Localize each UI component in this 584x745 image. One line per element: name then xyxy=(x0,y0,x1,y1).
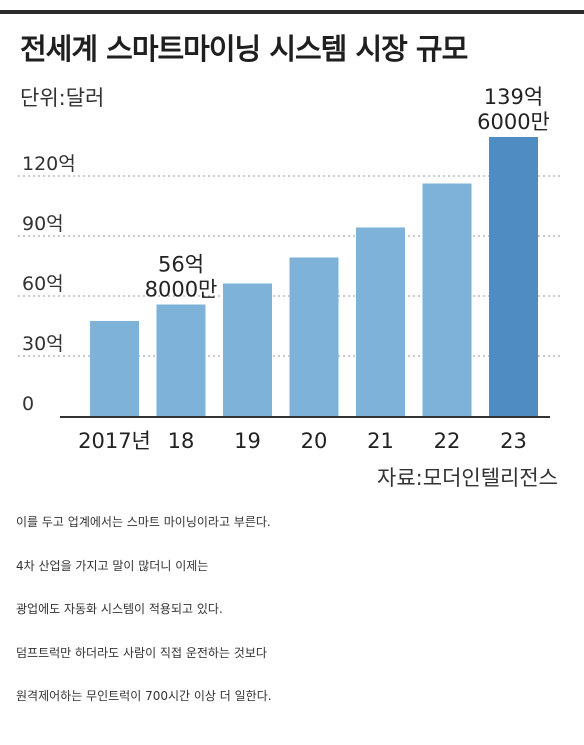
y-tick-label: 90억 xyxy=(22,213,64,235)
data-label: 8000만 xyxy=(145,278,218,302)
bar xyxy=(289,257,339,416)
bar xyxy=(156,304,206,416)
paragraph: 원격제어하는 무인트럭이 700시간 이상 더 일한다. xyxy=(16,689,272,703)
unit-label: 단위:달러 xyxy=(20,86,105,110)
y-tick-label: 30억 xyxy=(22,333,64,355)
x-tick-label: 18 xyxy=(168,429,195,453)
article-body: 이를 두고 업계에서는 스마트 마이닝이라고 부른다. 4차 산업을 가지고 말… xyxy=(16,513,576,731)
y-tick-label: 0 xyxy=(22,393,34,415)
source-label: 자료:모더인텔리전스 xyxy=(377,466,558,490)
x-tick-label: 21 xyxy=(367,429,394,453)
chart-title: 전세계 스마트마이닝 시스템 시장 규모 xyxy=(20,32,468,66)
data-label: 139억 xyxy=(484,85,543,109)
bar xyxy=(90,321,139,416)
bar xyxy=(422,183,472,416)
paragraph: 광업에도 자동화 시스템이 적용되고 있다. xyxy=(16,602,223,616)
y-tick-label: 60억 xyxy=(22,273,64,295)
data-label: 56억 xyxy=(158,253,204,277)
top-rule xyxy=(0,10,584,14)
bar xyxy=(223,283,272,416)
x-tick-label: 23 xyxy=(500,429,527,453)
x-tick-label: 2017년 xyxy=(78,429,151,453)
x-tick-label: 19 xyxy=(234,429,261,453)
data-label: 6000만 xyxy=(477,110,550,134)
bar xyxy=(489,137,538,416)
bar xyxy=(356,227,405,416)
paragraph: 4차 산업을 가지고 말이 많더니 이제는 xyxy=(16,558,209,573)
x-tick-label: 20 xyxy=(301,429,328,453)
y-tick-label: 120억 xyxy=(22,153,76,175)
x-tick-label: 22 xyxy=(434,429,461,453)
paragraph: 이를 두고 업계에서는 스마트 마이닝이라고 부른다. xyxy=(16,515,271,529)
paragraph: 덤프트럭만 하더라도 사람이 직접 운전하는 것보다 xyxy=(16,645,267,660)
